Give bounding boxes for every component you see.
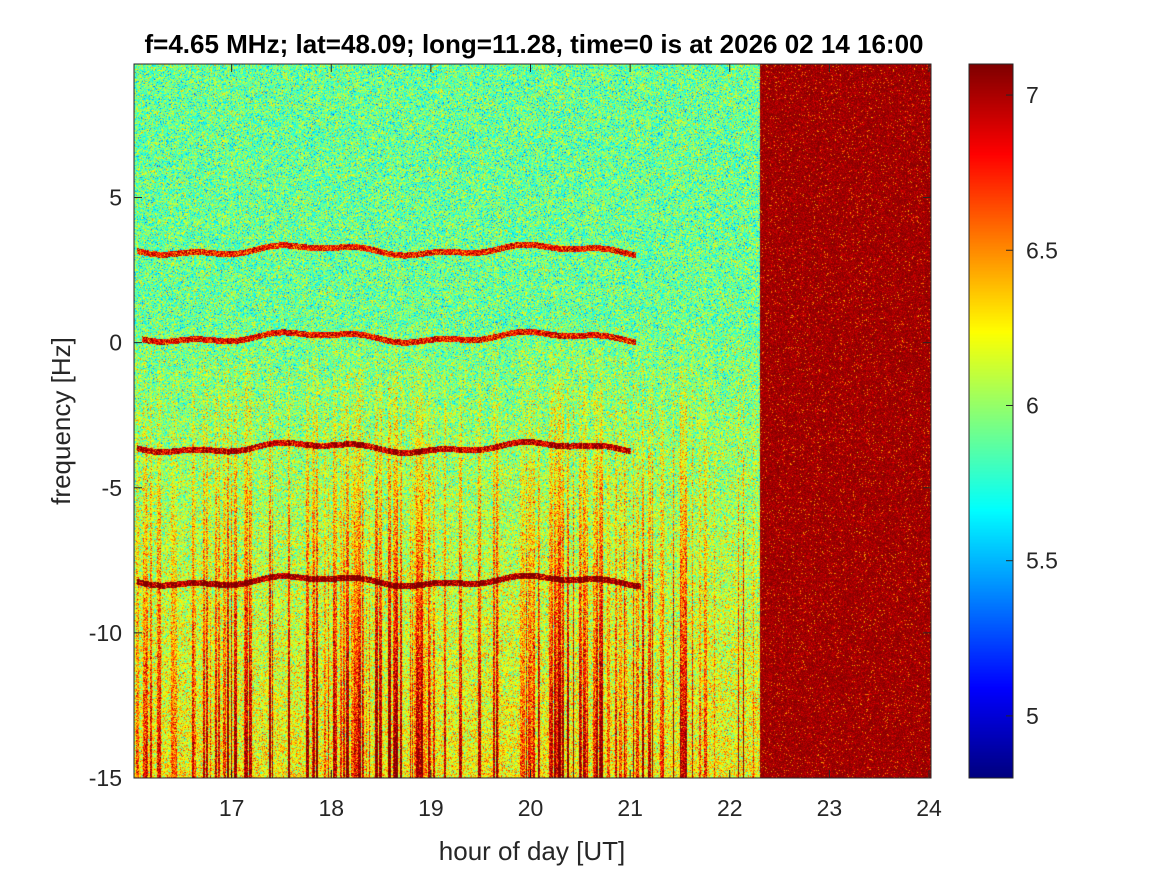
y-axis-label: frequency [Hz] xyxy=(46,337,76,505)
colorbar-tick-label: 7 xyxy=(1026,82,1039,108)
colorbar-frame xyxy=(968,63,1014,779)
x-tick-label: 21 xyxy=(617,795,643,821)
x-tick-label: 23 xyxy=(817,795,843,821)
x-tick-label: 24 xyxy=(916,795,942,821)
plot-frame xyxy=(133,63,932,779)
axes-layer: 17 18 19 20 21 22 23 24 -15 -10 -5 0 5 5 5.5 6 6.5 7 xyxy=(89,63,1058,821)
y-tick-label: -5 xyxy=(102,475,122,501)
x-tick-label: 19 xyxy=(418,795,444,821)
chart-title: f=4.65 MHz; lat=48.09; long=11.28, time=… xyxy=(144,29,923,59)
colorbar-canvas xyxy=(969,64,1013,778)
y-tick-label: 0 xyxy=(109,330,122,356)
colorbar-tick-label: 5.5 xyxy=(1026,548,1058,574)
x-tick-label: 18 xyxy=(318,795,344,821)
x-tick-label: 22 xyxy=(717,795,743,821)
colorbar-tick-label: 5 xyxy=(1026,703,1039,729)
x-tick-label: 17 xyxy=(219,795,245,821)
y-tick-label: 5 xyxy=(109,185,122,211)
plot-area xyxy=(134,64,931,778)
colorbar-tick-label: 6.5 xyxy=(1026,237,1058,263)
x-tick-label: 20 xyxy=(518,795,544,821)
heatmap-canvas xyxy=(134,64,931,778)
colorbar-tick-label: 6 xyxy=(1026,392,1039,418)
x-axis-label: hour of day [UT] xyxy=(439,836,625,866)
y-tick-label: -15 xyxy=(89,765,122,791)
y-tick-label: -10 xyxy=(89,620,122,646)
colorbar xyxy=(969,64,1013,778)
